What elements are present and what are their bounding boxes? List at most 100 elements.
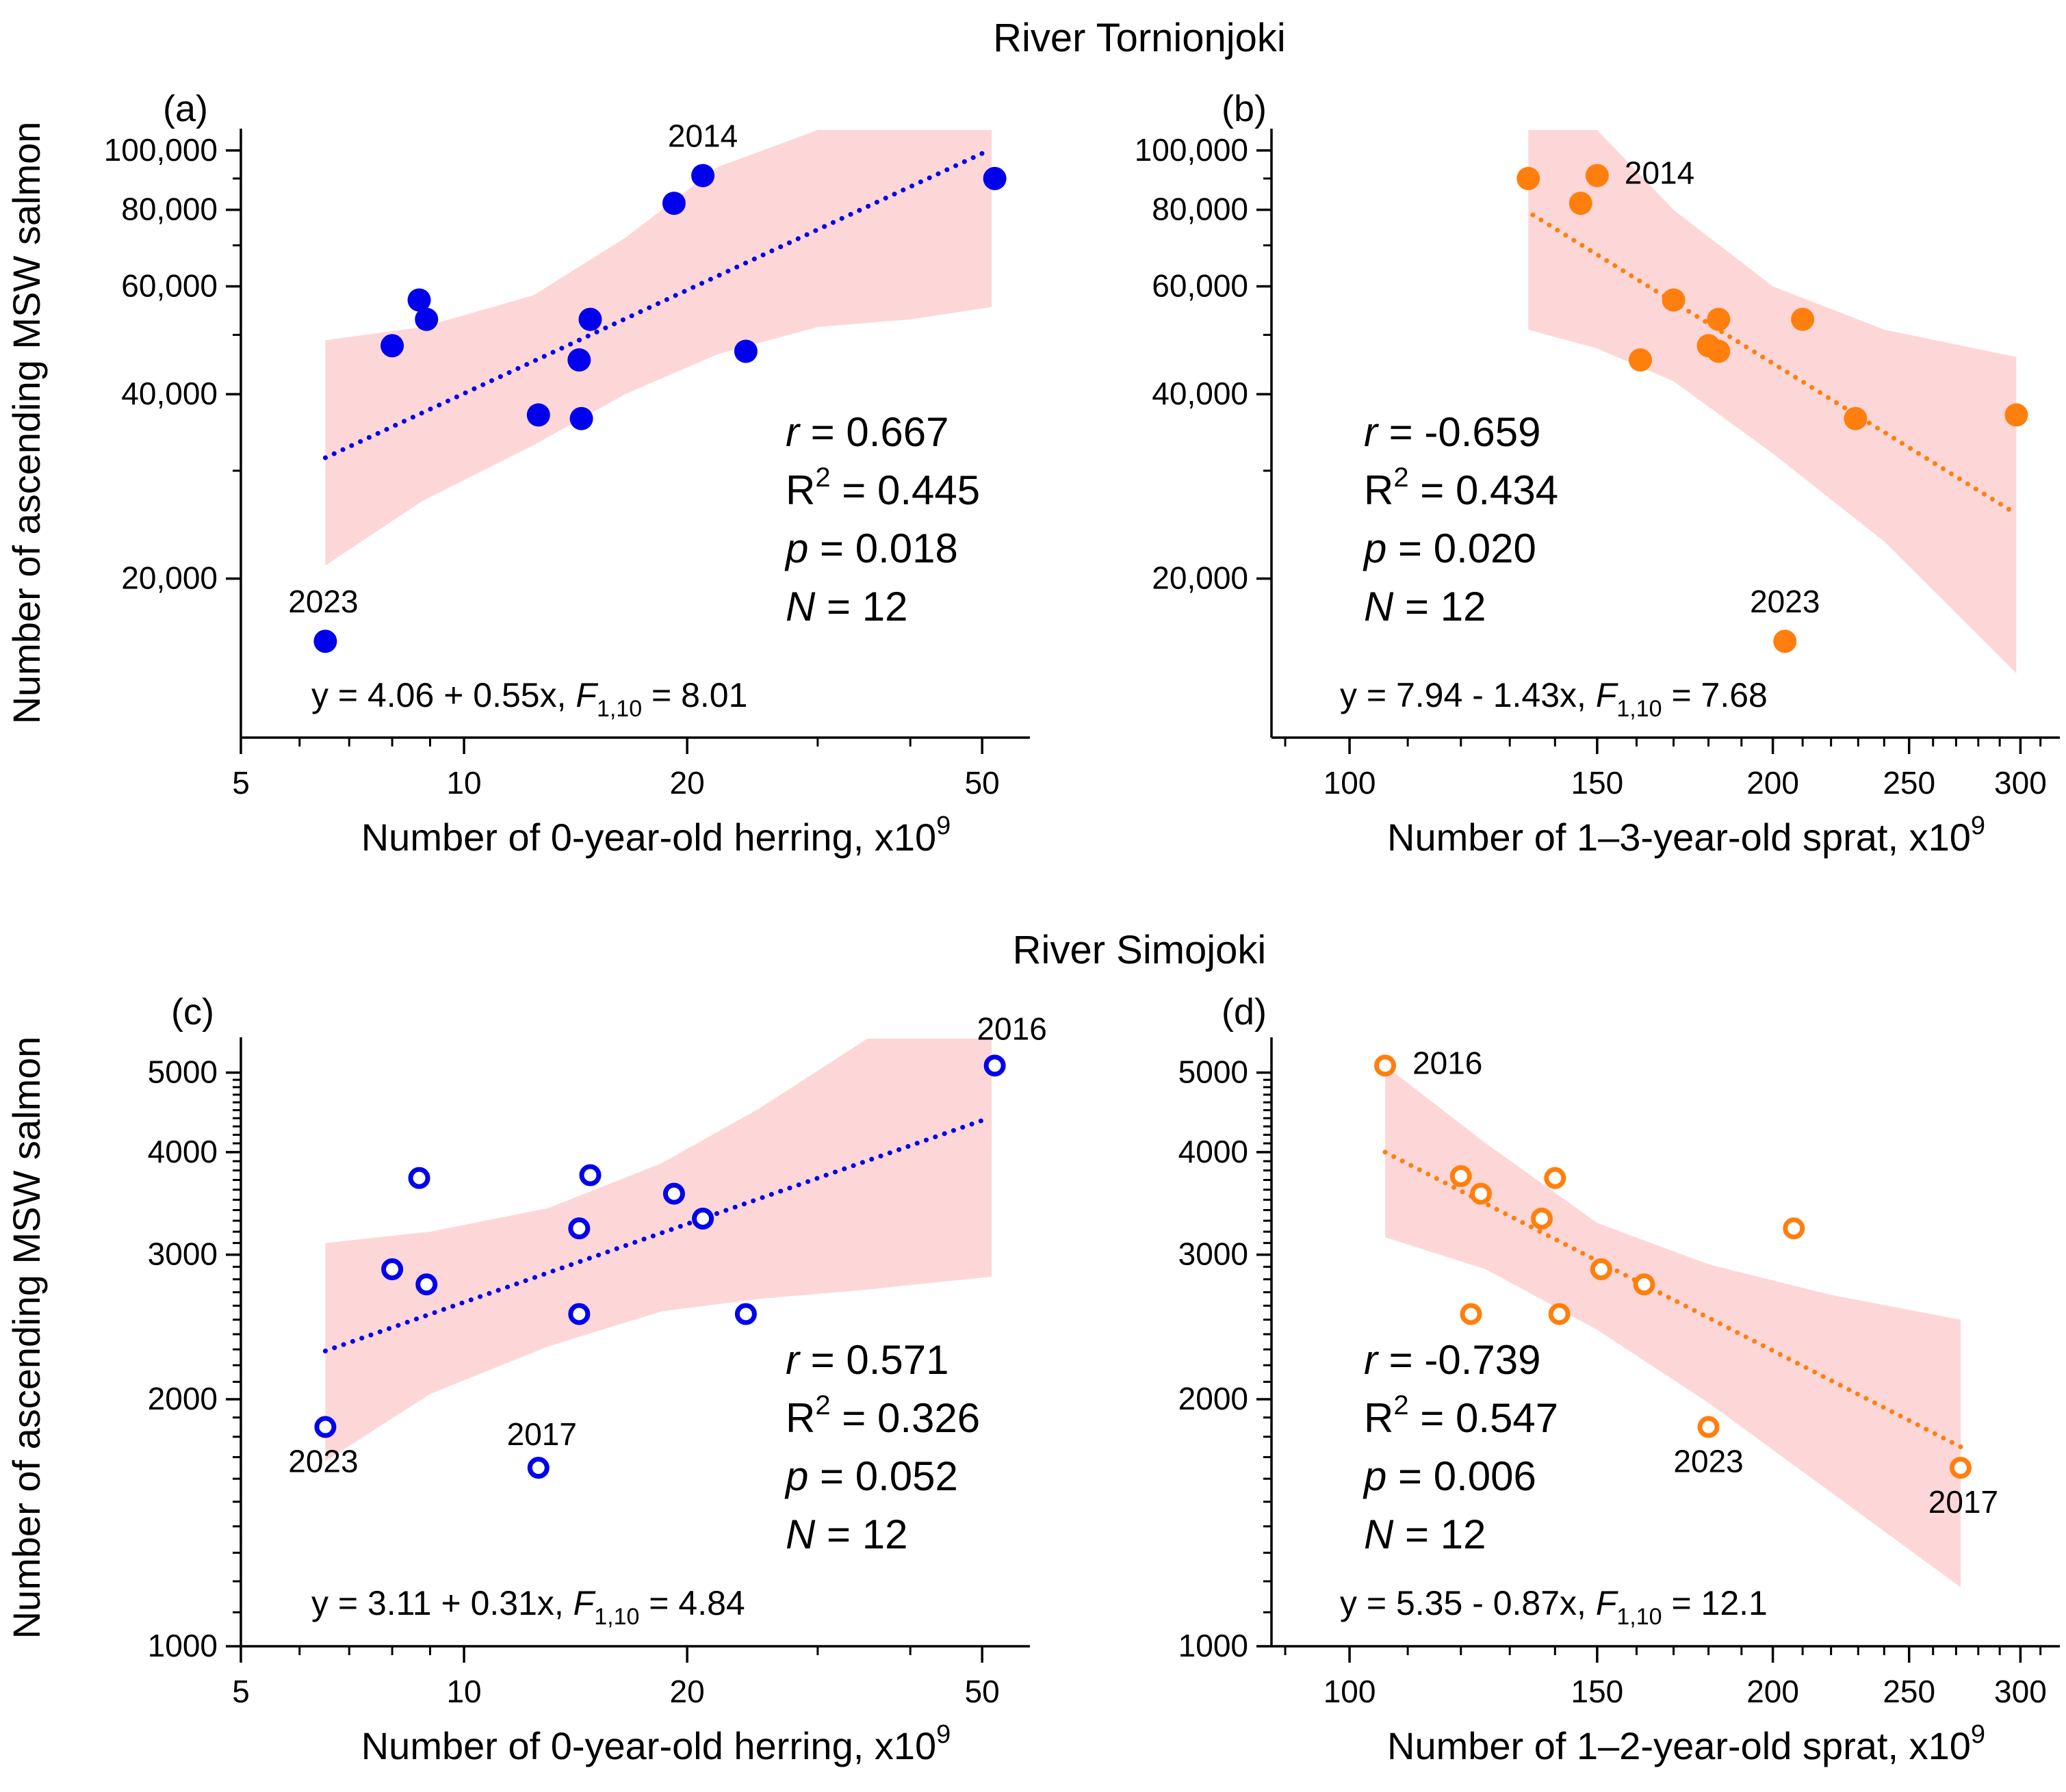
data-point: [381, 1258, 404, 1280]
panel-label: (b): [1222, 88, 1267, 129]
stat-value: = -0.739: [1378, 1337, 1541, 1383]
stat-variable: r: [786, 409, 801, 455]
data-point: [983, 1054, 1006, 1077]
stat-value: = -0.659: [1378, 409, 1541, 455]
x-tick-label: 5: [232, 765, 250, 801]
confidence-band: [325, 130, 992, 566]
x-axis-label-superscript: 9: [936, 811, 951, 840]
x-tick-label: 150: [1571, 1674, 1624, 1709]
stat-value: = 0.018: [808, 525, 958, 571]
stat-line: p = 0.018: [784, 525, 958, 571]
point-label: 2023: [288, 1444, 358, 1479]
x-tick-label: 200: [1746, 1674, 1799, 1709]
y-tick-label: 60,000: [1152, 268, 1248, 304]
y-tick-label: 40,000: [121, 376, 218, 411]
data-point: [1470, 1182, 1493, 1205]
stat-line: r = 0.667: [786, 409, 949, 455]
x-axis-label: Number of 0-year-old herring, x109: [361, 1720, 951, 1767]
x-tick-label: 10: [446, 765, 481, 801]
stat-line: N = 12: [1364, 1511, 1486, 1557]
data-point: [1629, 348, 1653, 372]
regression-line: [1530, 212, 2019, 517]
equation-part: y = 7.94 - 1.43x,: [1340, 676, 1596, 714]
chart-panel-c: 1000 2000 3000 4000 5000 5 10 20 50 Number of 0-y…: [148, 991, 1047, 1767]
stat-value: = 0.020: [1386, 525, 1536, 571]
y-tick-label: 1000: [148, 1628, 218, 1663]
point-label: 2016: [1412, 1045, 1482, 1080]
panels: 20,000 40,000 60,000 80,000 100,000 5 10 20 50 Nu…: [104, 88, 2060, 1767]
x-axis-label: Number of 1–2-year-old sprat, x109: [1387, 1720, 1985, 1767]
point-label: 2017: [507, 1416, 577, 1452]
stat-variable: N: [786, 1511, 816, 1557]
x-tick-label: 50: [965, 765, 1000, 801]
data-point: [568, 1217, 591, 1240]
y-tick-label: 5000: [148, 1054, 218, 1090]
equation-part: F: [1596, 676, 1618, 714]
y-tick-label: 1000: [1178, 1628, 1248, 1663]
data-point: [567, 348, 591, 372]
data-point: [1530, 1207, 1553, 1230]
equation-part: 1,10: [1616, 1604, 1662, 1630]
x-axis-label-superscript: 9: [936, 1720, 951, 1749]
data-point: [1791, 307, 1815, 331]
x-axis-label-superscript: 9: [1971, 1720, 1985, 1749]
point-label: 2023: [1750, 584, 1820, 619]
data-point: [1460, 1303, 1482, 1325]
x-axis-label: Number of 0-year-old herring, x109: [361, 811, 951, 859]
y-tick-label: 5000: [1178, 1054, 1248, 1090]
point-label: 2014: [668, 118, 738, 154]
stat-variable: R: [786, 467, 815, 513]
stat-variable: r: [1364, 1337, 1379, 1383]
data-point: [578, 307, 602, 331]
data-point: [407, 288, 431, 312]
stat-value: = 12: [1393, 584, 1486, 629]
y-tick-label: 80,000: [1152, 192, 1248, 227]
stat-value: = 12: [1393, 1511, 1486, 1557]
x-tick-label: 100: [1323, 765, 1376, 801]
confidence-band: [1385, 1065, 1961, 1587]
point-label: 2014: [1625, 155, 1694, 191]
stat-superscript: 2: [1393, 1390, 1408, 1420]
y-tick-label: 20,000: [121, 560, 218, 596]
stat-variable: N: [1364, 584, 1394, 629]
regression-line: [322, 148, 991, 460]
data-point: [692, 1207, 714, 1230]
y-tick-label: 40,000: [1152, 376, 1248, 411]
stat-variable: p: [1363, 525, 1386, 571]
stat-variable: N: [1364, 1511, 1394, 1557]
y-tick-label: 4000: [1178, 1134, 1248, 1169]
x-tick-label: 300: [1994, 765, 2047, 801]
regression-equation: y = 7.94 - 1.43x, F1,10 = 7.68: [1340, 676, 1768, 722]
stat-value: = 0.571: [799, 1337, 949, 1383]
data-point: [1773, 629, 1797, 653]
data-point: [579, 1164, 602, 1186]
chart-panel-d: 1000 2000 3000 4000 5000 100 150 200 250 300 Numbe…: [1178, 991, 2060, 1767]
y-tick-label: 20,000: [1152, 560, 1248, 596]
data-point: [662, 1182, 685, 1205]
data-point: [1544, 1167, 1566, 1189]
equation-part: = 8.01: [642, 676, 747, 714]
stat-variable: r: [1364, 409, 1379, 455]
stat-line: R2 = 0.547: [1364, 1390, 1558, 1441]
stat-line: r = -0.739: [1364, 1337, 1541, 1383]
x-tick-label: 10: [446, 1674, 481, 1709]
data-point: [1949, 1457, 1972, 1479]
stat-value: = 0.434: [1409, 467, 1559, 513]
stat-line: R2 = 0.445: [786, 463, 980, 513]
x-tick-label: 100: [1323, 1674, 1376, 1709]
stat-line: R2 = 0.326: [786, 1390, 980, 1441]
y-tick-label: 60,000: [121, 268, 218, 304]
equation-part: F: [576, 676, 598, 714]
stat-variable: p: [784, 1453, 808, 1499]
data-point: [1568, 192, 1592, 216]
data-point: [1516, 166, 1540, 190]
stat-value: = 0.445: [831, 467, 981, 513]
point-label: 2023: [1673, 1444, 1743, 1479]
data-point: [527, 1457, 550, 1479]
stat-variable: p: [1363, 1453, 1386, 1499]
equation-part: y = 3.11 + 0.31x,: [311, 1584, 573, 1622]
stat-line: R2 = 0.434: [1364, 463, 1558, 513]
data-point: [1590, 1258, 1612, 1280]
stat-variable: R: [1364, 1395, 1393, 1441]
x-tick-label: 250: [1883, 1674, 1935, 1709]
